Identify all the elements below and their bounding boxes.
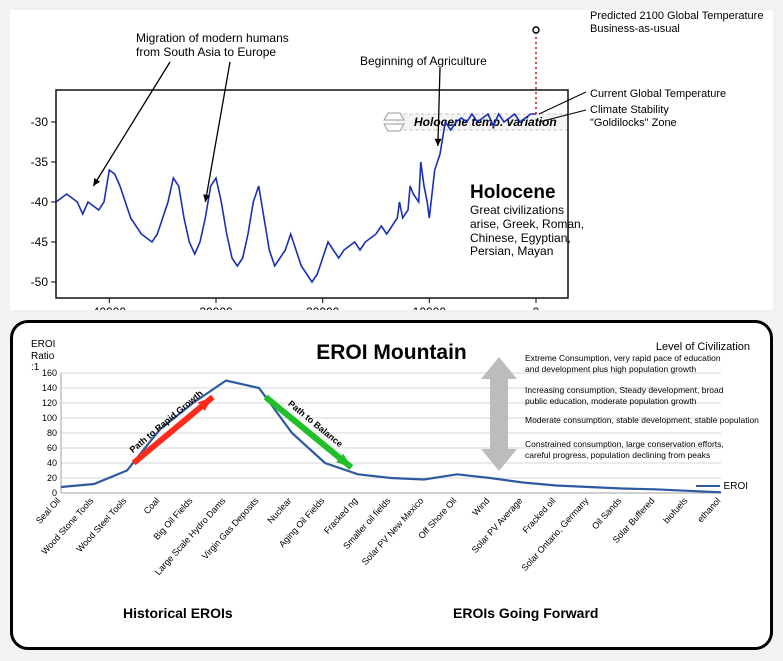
svg-text:Holocene temp. variation: Holocene temp. variation	[414, 115, 557, 129]
section-right: EROIs Going Forward	[453, 605, 598, 621]
holocene-body: Great civilizationsarise, Greek, Roman,C…	[470, 204, 584, 259]
svg-text:80: 80	[47, 428, 57, 438]
eroi-chart-svg: 020406080100120140160Seal OilWood Stone …	[13, 323, 770, 647]
ann-current: Current Global Temperature	[590, 88, 726, 101]
svg-text:20000: 20000	[306, 305, 340, 310]
svg-text:Path to Rapid Growth: Path to Rapid Growth	[128, 388, 205, 455]
svg-text:40: 40	[47, 458, 57, 468]
legend-label: EROI	[696, 481, 748, 493]
svg-text:Extreme Consumption, very rapi: Extreme Consumption, very rapid pace of …	[525, 353, 721, 363]
svg-text:public education, moderate pop: public education, moderate population gr…	[525, 396, 697, 406]
svg-text:120: 120	[42, 398, 57, 408]
svg-text:60: 60	[47, 443, 57, 453]
svg-text:160: 160	[42, 368, 57, 378]
svg-text:Constrained consumption, large: Constrained consumption, large conservat…	[525, 439, 724, 449]
svg-text:Solar Ontario, Germany: Solar Ontario, Germany	[519, 495, 590, 573]
svg-text:-45: -45	[31, 235, 49, 249]
svg-text:-35: -35	[31, 155, 49, 169]
svg-text:Oil Sands: Oil Sands	[590, 495, 624, 531]
svg-text:Wind: Wind	[470, 496, 491, 518]
svg-text:careful progress, population d: careful progress, population declining f…	[525, 450, 710, 460]
ann-migration: Migration of modern humansfrom South Asi…	[136, 32, 289, 60]
svg-text:Increasing consumption, Steady: Increasing consumption, Steady developme…	[525, 385, 724, 395]
ann-goldi: Climate Stability"Goldilocks" Zone	[590, 104, 677, 129]
svg-text:biofuels: biofuels	[661, 495, 690, 525]
svg-text:10000: 10000	[413, 305, 447, 310]
svg-text:Solar PV New Mexico: Solar PV New Mexico	[360, 496, 426, 567]
svg-text:-40: -40	[31, 195, 49, 209]
svg-text:140: 140	[42, 383, 57, 393]
svg-text:Coal: Coal	[142, 496, 162, 516]
section-left: Historical EROIs	[123, 605, 233, 621]
ann-agri: Beginning of Agriculture	[360, 55, 487, 69]
svg-text:ethanol: ethanol	[695, 496, 722, 525]
svg-text:Virgin Gas Deposits: Virgin Gas Deposits	[200, 495, 261, 561]
svg-text:and development plus high popu: and development plus high population gro…	[525, 364, 696, 374]
svg-text:100: 100	[42, 413, 57, 423]
eroi-chart-panel: EROI Mountain EROIRatio:1 02040608010012…	[10, 320, 773, 650]
svg-text:30000: 30000	[199, 305, 233, 310]
svg-text:-50: -50	[31, 275, 49, 289]
holocene-chart-panel: Holocene temp. variation -30 -35 -40 -45 -50 4…	[10, 10, 773, 310]
svg-text:Nuclear: Nuclear	[265, 496, 293, 526]
svg-text:20: 20	[47, 473, 57, 483]
ann-pred: Predicted 2100 Global TemperatureBusines…	[590, 10, 763, 35]
holocene-title: Holocene	[470, 182, 556, 204]
svg-text:Seal Oil: Seal Oil	[34, 496, 63, 526]
svg-text:-30: -30	[31, 115, 49, 129]
svg-text:Moderate consumption, stable d: Moderate consumption, stable development…	[525, 415, 759, 425]
svg-text:0: 0	[533, 305, 540, 310]
svg-text:40000: 40000	[93, 305, 127, 310]
civ-title: Level of Civilization	[656, 341, 750, 354]
